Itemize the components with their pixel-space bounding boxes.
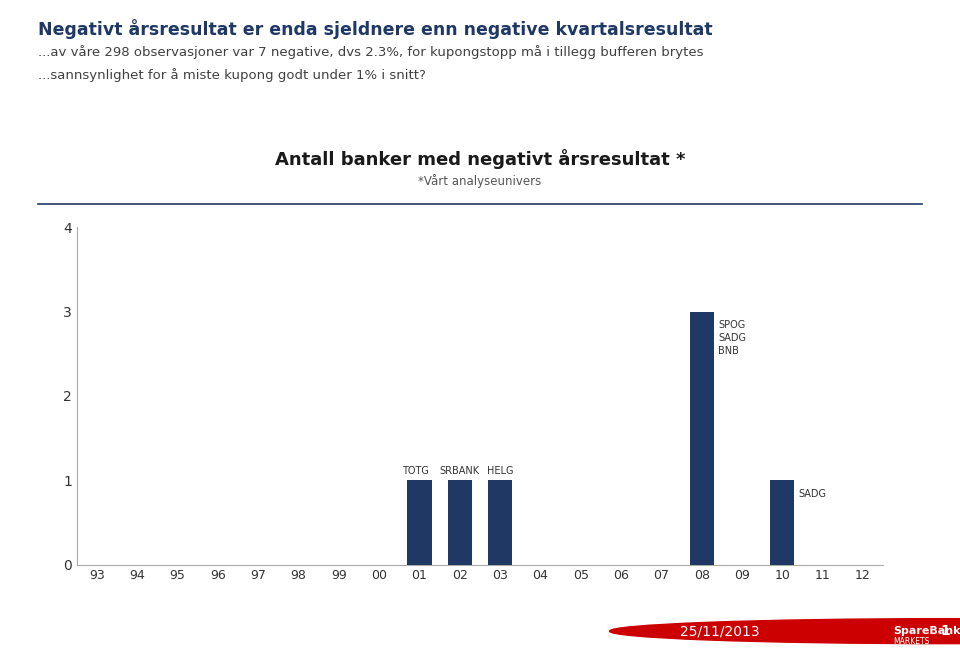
Circle shape xyxy=(610,618,960,644)
Text: MARKETS: MARKETS xyxy=(893,637,929,646)
Text: ...av våre 298 observasjoner var 7 negative, dvs 2.3%, for kupongstopp må i till: ...av våre 298 observasjoner var 7 negat… xyxy=(38,45,704,60)
Text: ...sannsynlighet for å miste kupong godt under 1% i snitt?: ...sannsynlighet for å miste kupong godt… xyxy=(38,68,426,82)
Text: SRBANK: SRBANK xyxy=(440,466,480,476)
Text: SPOG
SADG
BNB: SPOG SADG BNB xyxy=(718,320,746,356)
Text: HELG: HELG xyxy=(487,466,514,476)
Text: 6: 6 xyxy=(19,624,28,638)
Text: *Vårt analyseunivers: *Vårt analyseunivers xyxy=(419,174,541,188)
Text: TOTG: TOTG xyxy=(402,466,429,476)
Text: Negativt årsresultat er enda sjeldnere enn negative kvartalsresultat: Negativt årsresultat er enda sjeldnere e… xyxy=(38,19,713,40)
Text: 1: 1 xyxy=(941,624,950,638)
Bar xyxy=(689,312,714,565)
Text: Antall banker med negativt årsresultat *: Antall banker med negativt årsresultat * xyxy=(275,149,685,169)
Bar xyxy=(770,480,795,565)
Bar xyxy=(447,480,472,565)
Text: SADG: SADG xyxy=(799,489,827,498)
Bar xyxy=(488,480,513,565)
Bar xyxy=(407,480,432,565)
Text: SpareBank: SpareBank xyxy=(893,626,960,636)
Text: 25/11/2013: 25/11/2013 xyxy=(681,624,759,638)
